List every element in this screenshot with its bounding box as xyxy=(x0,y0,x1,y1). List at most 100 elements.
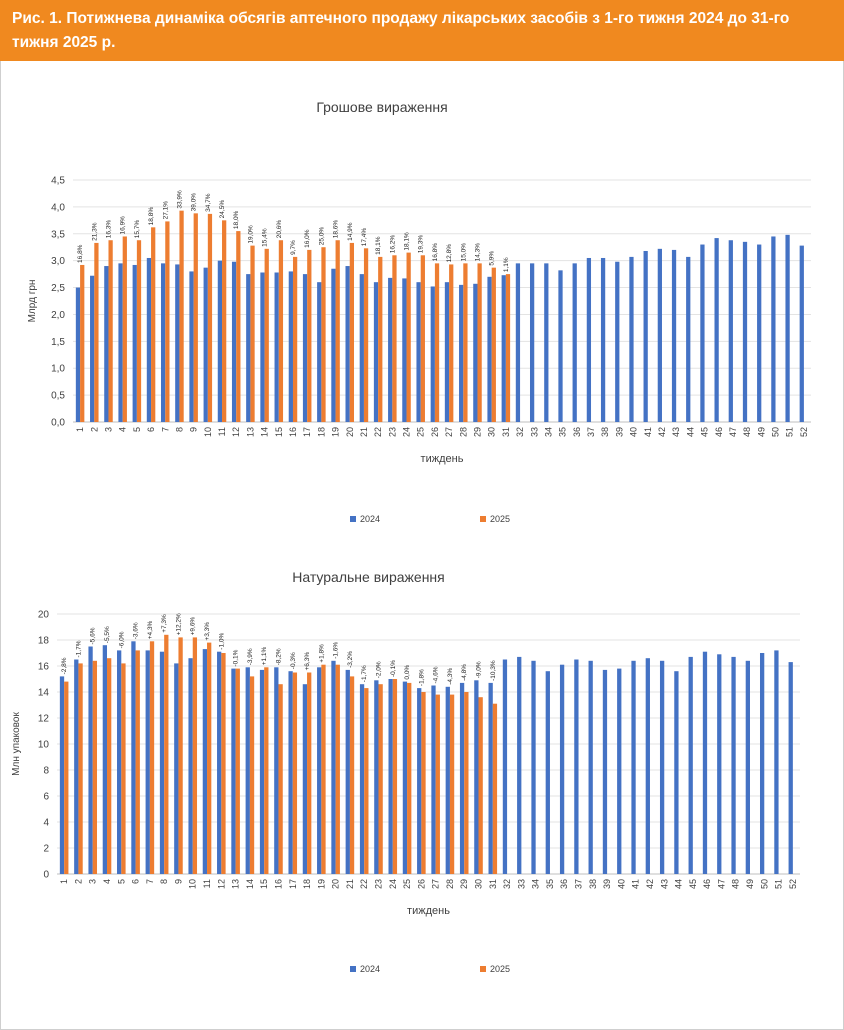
x-tick-label: 14 xyxy=(245,879,255,889)
x-tick-label: 41 xyxy=(643,427,653,437)
bar-2025 xyxy=(164,634,169,874)
x-tick-label: 11 xyxy=(202,879,212,888)
bar-2025 xyxy=(349,242,355,422)
data-label: 19,3% xyxy=(418,235,425,254)
bar-2024 xyxy=(359,684,365,874)
data-label: -1,7% xyxy=(75,640,82,657)
bar-2024 xyxy=(473,283,478,422)
x-tick-label: 19 xyxy=(316,879,326,889)
x-tick-label: 10 xyxy=(188,879,198,889)
bar-2025 xyxy=(463,263,468,422)
bar-2025 xyxy=(249,676,255,874)
bar-2025 xyxy=(292,256,298,422)
data-label: -3,9% xyxy=(247,648,254,665)
bar-2024 xyxy=(59,676,65,874)
bar-2024 xyxy=(274,272,279,422)
data-label: 19,0% xyxy=(247,225,254,244)
bar-2024 xyxy=(515,263,521,422)
data-label: -2,0% xyxy=(375,661,382,678)
bar-2024 xyxy=(402,681,408,874)
bar-2024 xyxy=(88,646,93,874)
bar-2024 xyxy=(288,271,293,422)
bar-2024 xyxy=(302,684,308,874)
bar-2025 xyxy=(107,658,112,874)
bar-2025 xyxy=(222,220,227,422)
data-label: -0,3% xyxy=(290,652,297,669)
x-tick-label: 43 xyxy=(659,879,669,889)
x-tick-label: 16 xyxy=(288,427,298,437)
bar-2025 xyxy=(505,274,511,422)
x-tick-label: 51 xyxy=(774,879,784,889)
bar-2024 xyxy=(774,650,779,874)
data-label: 16,8% xyxy=(432,243,439,262)
x-tick-label: 6 xyxy=(146,427,156,432)
bar-2024 xyxy=(574,659,579,874)
x-tick-label: 23 xyxy=(373,879,383,889)
bar-2024 xyxy=(373,282,379,422)
bar-2024 xyxy=(517,656,522,874)
data-label: 21,3% xyxy=(91,222,98,241)
bar-2024 xyxy=(702,651,708,874)
data-label: 15,0% xyxy=(460,243,467,262)
x-tick-label: 35 xyxy=(545,879,555,889)
bar-2025 xyxy=(478,697,483,874)
bar-2024 xyxy=(717,654,722,874)
bar-2024 xyxy=(288,671,293,874)
x-tick-label: 45 xyxy=(688,879,698,889)
data-label: -9,0% xyxy=(476,661,483,678)
bar-2024 xyxy=(160,263,166,422)
data-label: 27,1% xyxy=(162,201,169,220)
bar-2025 xyxy=(392,679,398,874)
x-tick-label: 17 xyxy=(288,879,298,889)
bar-2024 xyxy=(631,660,636,874)
y-tick-label: 3,5 xyxy=(51,229,65,240)
bar-2024 xyxy=(444,282,450,422)
x-tick-label: 36 xyxy=(572,427,582,437)
bar-2024 xyxy=(388,277,393,422)
y-tick-label: 0,0 xyxy=(51,418,65,429)
x-tick-label: 49 xyxy=(745,879,755,889)
y-tick-label: 1,0 xyxy=(51,364,65,375)
x-tick-label: 34 xyxy=(543,427,553,437)
x-tick-label: 18 xyxy=(302,879,312,889)
bar-2024 xyxy=(572,263,577,422)
bar-2025 xyxy=(136,240,142,422)
bar-2024 xyxy=(402,278,407,422)
data-label: 33,9% xyxy=(176,190,183,209)
x-tick-label: 22 xyxy=(359,879,369,889)
legend-swatch-2025 xyxy=(480,966,486,972)
data-label: -0,1% xyxy=(390,660,397,677)
data-label: 18,6% xyxy=(333,220,340,239)
x-tick-label: 3 xyxy=(103,427,113,432)
data-label: 16,2% xyxy=(389,235,396,254)
data-label: 39,0% xyxy=(191,193,198,212)
bar-2024 xyxy=(417,688,422,874)
y-tick-label: 4,0 xyxy=(51,202,65,213)
x-tick-label: 15 xyxy=(274,427,284,437)
x-tick-label: 30 xyxy=(487,427,497,437)
bar-2025 xyxy=(178,637,183,874)
bar-2025 xyxy=(392,255,397,422)
x-tick-label: 37 xyxy=(586,427,596,437)
x-tick-label: 26 xyxy=(430,427,440,437)
bar-2024 xyxy=(531,660,536,874)
bar-2025 xyxy=(421,692,426,874)
bar-2024 xyxy=(459,284,464,422)
x-tick-label: 16 xyxy=(273,879,283,889)
y-tick-label: 3,0 xyxy=(51,256,65,267)
bar-2025 xyxy=(335,664,340,874)
bar-2024 xyxy=(643,250,648,422)
bar-2024 xyxy=(688,656,693,874)
data-label: 18,0% xyxy=(233,210,240,229)
bar-2024 xyxy=(202,649,208,874)
x-tick-label: 51 xyxy=(785,427,795,437)
data-label: -3,6% xyxy=(133,622,140,639)
bar-2025 xyxy=(477,263,482,422)
bar-2025 xyxy=(165,221,170,422)
data-label: 15,7% xyxy=(134,220,141,239)
bar-2024 xyxy=(274,667,279,874)
y-tick-label: 4,5 xyxy=(51,176,65,187)
bar-2025 xyxy=(80,264,85,422)
bar-2025 xyxy=(364,688,369,874)
bar-2024 xyxy=(674,671,679,874)
